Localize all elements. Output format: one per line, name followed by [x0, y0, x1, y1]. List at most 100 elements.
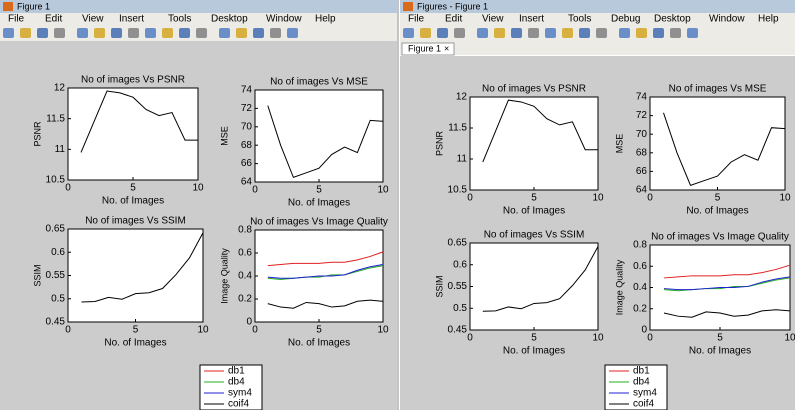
- toolbar-button[interactable]: [145, 28, 156, 38]
- toolbar-button[interactable]: [219, 28, 230, 38]
- plot-area: [469, 96, 599, 191]
- toolbar-button[interactable]: [54, 28, 65, 38]
- menu-item[interactable]: Insert: [119, 14, 144, 25]
- toolbar-button[interactable]: [528, 28, 539, 38]
- toolbar-button[interactable]: [20, 28, 31, 38]
- y-tick-label: 0.4: [238, 271, 252, 282]
- plot-area: [469, 242, 599, 331]
- y-tick-label: 64: [241, 177, 253, 188]
- tab-label[interactable]: Figure 1: [408, 43, 441, 53]
- toolbar-button[interactable]: [420, 28, 431, 38]
- data-line: [267, 105, 384, 179]
- x-tick-label: 0: [467, 193, 473, 204]
- tab-close[interactable]: ×: [444, 43, 449, 53]
- menu-item[interactable]: Window: [709, 14, 745, 25]
- chart-title: No of images Vs PSNR: [81, 75, 185, 86]
- plot-area: [67, 87, 199, 181]
- x-tick-label: 5: [531, 333, 537, 344]
- title-bar: [0, 0, 397, 13]
- toolbar-button[interactable]: [128, 28, 139, 38]
- x-axis-label: No. of Images: [686, 206, 748, 217]
- toolbar-button[interactable]: [37, 28, 48, 38]
- menu-item[interactable]: Tools: [568, 14, 591, 25]
- y-tick-label: 0.55: [448, 281, 468, 292]
- toolbar-button[interactable]: [477, 28, 488, 38]
- tab[interactable]: [401, 42, 455, 56]
- toolbar-button[interactable]: [196, 28, 207, 38]
- toolbar-button[interactable]: [545, 28, 556, 38]
- x-tick-label: 0: [647, 193, 653, 204]
- data-line: [663, 276, 791, 291]
- toolbar-button[interactable]: [596, 28, 607, 38]
- y-tick-label: 0.45: [46, 317, 66, 328]
- toolbar-button[interactable]: [179, 28, 190, 38]
- toolbar-button[interactable]: [77, 28, 88, 38]
- toolbar-button[interactable]: [437, 28, 448, 38]
- legend: [199, 364, 263, 410]
- menu-item[interactable]: File: [8, 14, 25, 25]
- y-tick-label: 11.5: [448, 123, 467, 134]
- toolbar-button[interactable]: [111, 28, 122, 38]
- toolbar-button[interactable]: [162, 28, 173, 38]
- toolbar-button[interactable]: [287, 28, 298, 38]
- menu-item[interactable]: View: [482, 14, 504, 25]
- plot-area: [254, 89, 384, 183]
- plot-area: [649, 96, 786, 191]
- x-tick-label: 5: [717, 333, 723, 344]
- toolbar-button[interactable]: [670, 28, 681, 38]
- y-tick-label: 0.6: [238, 248, 252, 259]
- toolbar-button[interactable]: [562, 28, 573, 38]
- menu-item[interactable]: Desktop: [211, 14, 248, 25]
- app-icon: [3, 2, 13, 11]
- x-tick-label: 5: [130, 183, 136, 194]
- toolbar-button[interactable]: [236, 28, 247, 38]
- chart-title: No of images Vs Image Quality: [651, 232, 789, 243]
- toolbar-button[interactable]: [687, 28, 698, 38]
- toolbar-button[interactable]: [253, 28, 264, 38]
- y-tick-label: 0.65: [448, 238, 468, 249]
- x-axis-label: No. of Images: [288, 198, 350, 209]
- data-line: [267, 251, 384, 267]
- menu-item[interactable]: Edit: [445, 14, 462, 25]
- toolbar-button[interactable]: [494, 28, 505, 38]
- toolbar-button[interactable]: [454, 28, 465, 38]
- menu-item[interactable]: Desktop: [654, 14, 691, 25]
- menu-item[interactable]: Edit: [45, 14, 62, 25]
- title-bar: [400, 0, 795, 13]
- menu-item[interactable]: Help: [758, 14, 779, 25]
- data-line: [482, 99, 598, 163]
- y-tick-label: 0.6: [453, 259, 467, 270]
- toolbar-button[interactable]: [403, 28, 414, 38]
- legend-label: sym4: [633, 388, 657, 399]
- y-tick-label: 0.5: [51, 293, 65, 304]
- toolbar-button[interactable]: [636, 28, 647, 38]
- toolbar-button[interactable]: [3, 28, 14, 38]
- menu-item[interactable]: View: [82, 14, 104, 25]
- toolbar-button[interactable]: [511, 28, 522, 38]
- data-line: [267, 299, 384, 309]
- toolbar-button[interactable]: [653, 28, 664, 38]
- y-tick-label: 0.55: [46, 270, 66, 281]
- menu-item[interactable]: Window: [266, 14, 302, 25]
- menu-item[interactable]: Insert: [519, 14, 544, 25]
- y-tick-label: 12: [54, 83, 66, 94]
- x-tick-label: 5: [133, 325, 139, 336]
- toolbar-button[interactable]: [579, 28, 590, 38]
- y-tick-label: 66: [241, 158, 253, 169]
- menu-item[interactable]: Help: [315, 14, 336, 25]
- menu-item[interactable]: Tools: [168, 14, 191, 25]
- toolbar-button[interactable]: [619, 28, 630, 38]
- menu-item[interactable]: File: [408, 14, 425, 25]
- y-tick-label: 0.5: [453, 303, 467, 314]
- toolbar-button[interactable]: [270, 28, 281, 38]
- toolbar-button[interactable]: [94, 28, 105, 38]
- data-line: [482, 246, 599, 312]
- x-tick-label: 5: [531, 193, 537, 204]
- chart-title: No of images Vs SSIM: [484, 230, 585, 241]
- y-tick-label: 0.6: [633, 261, 647, 272]
- menu-item[interactable]: Debug: [611, 14, 640, 25]
- y-tick-label: 74: [636, 92, 648, 103]
- x-tick-label: 0: [65, 183, 71, 194]
- y-tick-label: 72: [636, 110, 648, 121]
